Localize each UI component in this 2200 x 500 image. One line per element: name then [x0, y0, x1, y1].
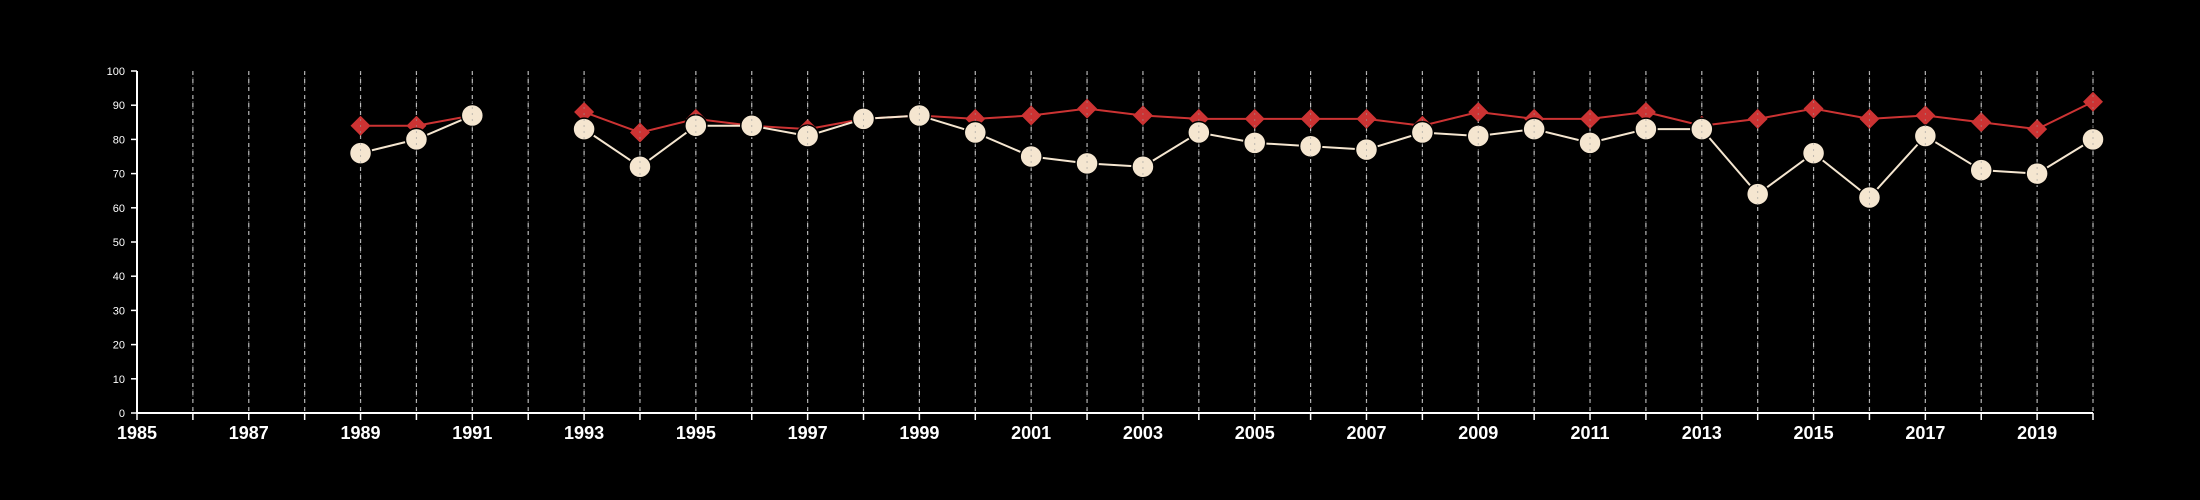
- data-point: [1188, 108, 1209, 129]
- data-point: [1635, 102, 1656, 123]
- x-tick-label: 1993: [564, 423, 604, 443]
- x-tick-label: 2019: [2017, 423, 2057, 443]
- data-point: [1969, 158, 1993, 182]
- data-point: [1466, 124, 1491, 148]
- series-line: [583, 100, 2094, 134]
- data-point: [1747, 108, 1768, 129]
- y-tick-label: 100: [107, 66, 125, 78]
- y-tick-label: 10: [113, 374, 125, 386]
- x-tick-label: 1997: [788, 423, 828, 443]
- data-point: [1745, 182, 1770, 206]
- x-tick-label: 1987: [229, 423, 269, 443]
- y-tick-label: 20: [113, 340, 125, 352]
- y-tick-label: 90: [113, 100, 125, 112]
- y-tick-label: 40: [113, 271, 125, 283]
- data-point: [348, 141, 373, 165]
- y-tick-label: 60: [113, 203, 125, 215]
- x-tick-label: 1985: [117, 423, 157, 443]
- y-tick-label: 70: [113, 169, 125, 181]
- y-tick-label: 50: [113, 237, 125, 249]
- data-point: [1971, 112, 1992, 133]
- data-point: [1244, 108, 1265, 129]
- data-point: [572, 117, 596, 141]
- y-tick-label: 0: [119, 408, 125, 420]
- x-tick-label: 2005: [1235, 423, 1275, 443]
- x-tick-label: 2017: [1905, 423, 1945, 443]
- x-tick-label: 2007: [1346, 423, 1386, 443]
- data-point: [1132, 105, 1153, 126]
- axes: 0 10 20 30 40 50 60 70 80 90 100 1985 1987 1989 1991 19…: [107, 66, 2094, 443]
- data-point: [1915, 105, 1936, 126]
- data-point: [1859, 108, 1880, 129]
- y-tick-label: 80: [113, 134, 125, 146]
- x-tick-label: 1989: [341, 423, 381, 443]
- series-1: [348, 103, 2105, 210]
- data-point: [2027, 119, 2048, 140]
- data-point: [1580, 108, 1601, 129]
- data-point: [1522, 117, 1546, 141]
- series: [192, 71, 2105, 413]
- x-tick-label: 1991: [452, 423, 492, 443]
- data-point: [795, 124, 820, 148]
- data-point: [965, 108, 986, 129]
- x-tick-label: 2013: [1682, 423, 1722, 443]
- x-tick-label: 2009: [1458, 423, 1498, 443]
- data-point: [1468, 102, 1489, 123]
- data-point: [1021, 105, 1042, 126]
- series-0: [350, 91, 2103, 143]
- x-tick-label: 2003: [1123, 423, 1163, 443]
- data-point: [1634, 117, 1658, 141]
- series-line: [583, 114, 2094, 199]
- x-tick-label: 2001: [1011, 423, 1051, 443]
- x-tick-label: 1999: [899, 423, 939, 443]
- y-tick-label: 30: [113, 305, 125, 317]
- data-point: [1300, 108, 1321, 129]
- data-point: [1298, 134, 1323, 158]
- data-point: [1690, 117, 1714, 141]
- data-point: [1913, 124, 1938, 148]
- data-point: [1801, 141, 1826, 165]
- data-point: [1356, 108, 1377, 129]
- x-tick-label: 2015: [1794, 423, 1834, 443]
- data-point: [574, 102, 595, 123]
- x-tick-label: 1995: [676, 423, 716, 443]
- x-tick-label: 2011: [1570, 423, 1609, 443]
